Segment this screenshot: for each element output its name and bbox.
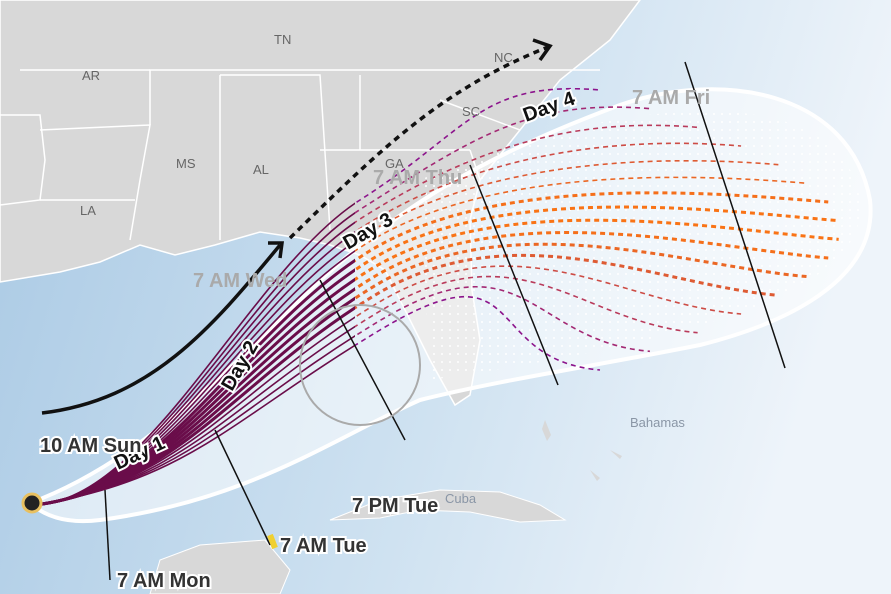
time-label: 7 AM Tue	[280, 535, 367, 557]
track	[355, 218, 839, 282]
time-label: 7 AM Wed	[193, 270, 287, 292]
state-label: TN	[274, 32, 291, 47]
time-label: 7 AM Mon	[117, 570, 211, 592]
track	[34, 250, 355, 506]
cone-dots	[420, 111, 861, 381]
state-label: AL	[253, 162, 269, 177]
state-label: NC	[494, 50, 513, 65]
track	[355, 159, 779, 243]
track	[34, 305, 355, 507]
state-label: GA	[385, 156, 404, 171]
position-circle	[299, 304, 421, 426]
arrow-head	[268, 241, 284, 259]
track	[34, 258, 355, 507]
cuba	[329, 489, 567, 523]
track	[34, 231, 355, 506]
place-label: Cuba	[445, 491, 477, 506]
track	[355, 275, 698, 334]
state-borders	[0, 69, 600, 241]
time-label: 7 AM Thu	[373, 167, 462, 189]
track	[355, 265, 742, 319]
time-label: 7 PM Tue	[352, 495, 438, 517]
state-label: LA	[80, 203, 96, 218]
track	[34, 325, 355, 506]
track	[34, 277, 355, 507]
track	[34, 240, 355, 506]
track	[34, 316, 355, 506]
track	[355, 191, 829, 263]
track	[34, 268, 355, 507]
place-label: Bahamas	[630, 415, 685, 430]
arrow-dashed	[288, 45, 549, 240]
day-lines	[104, 61, 786, 581]
track	[355, 142, 742, 234]
tracks	[34, 88, 839, 507]
state-label: MS	[176, 156, 196, 171]
state-label: AR	[82, 68, 100, 83]
time-label: 7 AM Fri	[632, 87, 710, 109]
track	[34, 202, 355, 506]
track	[34, 344, 355, 506]
arrow-head	[532, 38, 553, 62]
track	[34, 221, 355, 506]
track	[34, 287, 355, 507]
track	[355, 242, 808, 301]
track	[355, 106, 650, 215]
track	[34, 296, 355, 507]
track	[355, 176, 808, 253]
track	[355, 296, 601, 371]
marker	[267, 533, 278, 550]
track	[34, 212, 355, 506]
track	[34, 335, 355, 506]
yucatan	[149, 539, 291, 594]
track	[355, 231, 829, 291]
state-label: SC	[462, 104, 480, 119]
current-position	[21, 492, 43, 514]
track	[355, 124, 698, 224]
time-label: 10 AM Sun	[40, 435, 142, 457]
arrow-solid	[41, 243, 282, 415]
